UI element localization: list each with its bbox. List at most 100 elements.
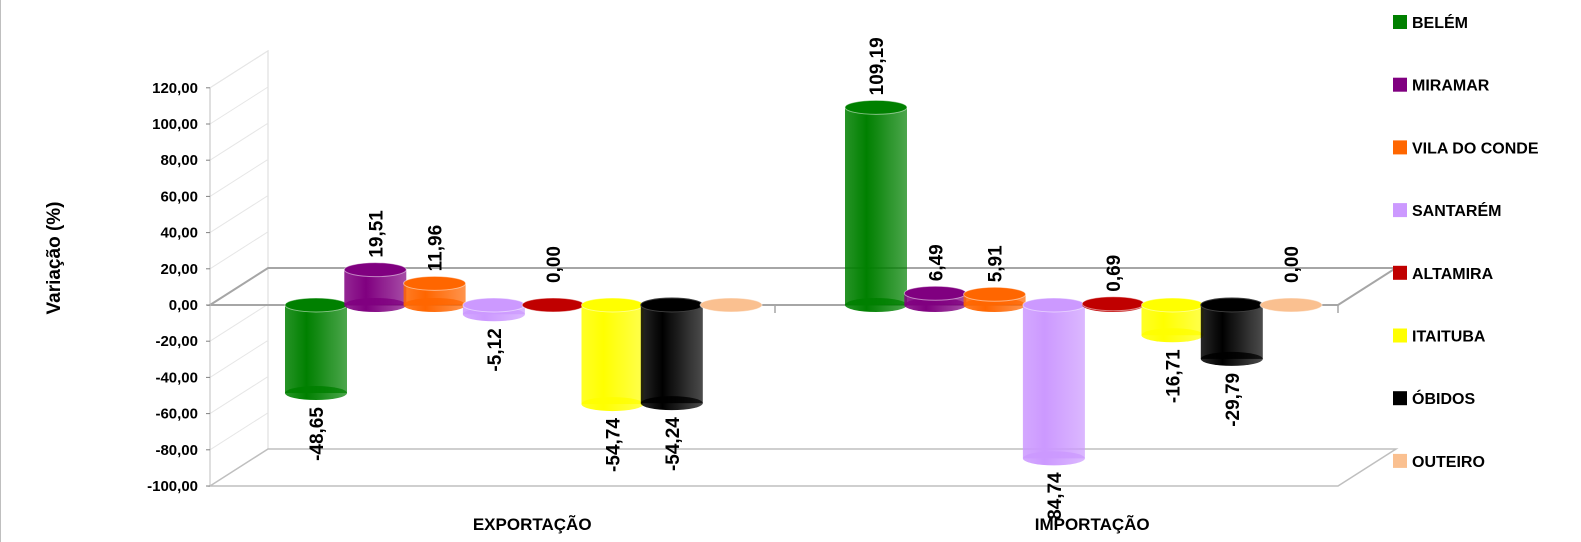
data-label: -5,12 (485, 328, 506, 371)
y-axis: 120,00 100,00 80,00 60,00 40,00 20,00 0,00 -20,… (147, 80, 211, 495)
bar-base (845, 298, 907, 312)
bar-obidos-exportacao (640, 297, 704, 411)
y-tick-label: -100,00 (147, 478, 198, 495)
data-label: -54,24 (663, 417, 684, 471)
legend-item-miramar: MIRAMAR (1393, 77, 1490, 95)
legend-item-itaituba: ITAITUBA (1393, 328, 1486, 346)
bar-itaituba-importacao (1141, 297, 1204, 343)
wall-gridline (209, 86, 269, 125)
bar-cap (1141, 297, 1204, 313)
bar-base (403, 298, 466, 312)
legend-item-altamira: ALTAMIRA (1393, 265, 1494, 283)
bar-base (904, 298, 967, 312)
y-tick-label: -80,00 (155, 442, 198, 459)
bars-layer (284, 99, 1323, 466)
wall-gridline (209, 158, 269, 197)
y-tick-label: -20,00 (155, 333, 198, 350)
bar-vila-do-conde-exportacao (403, 275, 467, 312)
bar-body (1022, 305, 1085, 459)
legend-label: ITAITUBA (1412, 329, 1486, 346)
data-label: 6,49 (926, 244, 947, 281)
x-category-label: EXPORTAÇÃO (473, 514, 592, 534)
bar-cap (284, 297, 348, 313)
data-label: -29,79 (1223, 373, 1244, 427)
legend-label: BELÉM (1412, 13, 1468, 32)
bar-base (1200, 351, 1263, 366)
bar-cap (903, 285, 967, 301)
legend-item-outeiro: OUTEIRO (1393, 453, 1485, 471)
bar-cap (963, 286, 1027, 302)
legend: BELÉM MIRAMAR VILA DO CONDE SANTARÉM ALTAMIR… (1393, 13, 1539, 471)
wall-gridline (209, 339, 269, 378)
legend-swatch (1393, 391, 1407, 406)
legend-swatch (1393, 265, 1407, 280)
wall-gridline (209, 412, 269, 451)
bar-cap (521, 297, 585, 313)
bar-cap (1200, 297, 1264, 313)
data-label: -84,74 (1045, 472, 1066, 526)
bar-santarem-exportacao (462, 297, 526, 322)
bar-cap (1081, 296, 1145, 312)
bar-altamira-importacao (1081, 296, 1145, 312)
data-label: -48,65 (307, 407, 328, 461)
bar-cap (844, 99, 908, 115)
y-tick-label: 40,00 (160, 225, 198, 242)
bar-cap (699, 297, 763, 313)
legend-swatch (1393, 328, 1407, 343)
bar-body (1200, 305, 1263, 359)
legend-swatch (1393, 453, 1407, 468)
legend-label: OUTEIRO (1412, 454, 1485, 471)
bar-cap (581, 297, 644, 313)
bar-outeiro-exportacao (699, 297, 763, 313)
data-label: 5,91 (986, 245, 1007, 282)
legend-label: ÓBIDOS (1412, 389, 1475, 408)
bar-cap (1259, 297, 1323, 313)
bar-base (963, 298, 1026, 312)
chart-frame-edge (0, 0, 1, 542)
legend-item-vila-do-conde: VILA DO CONDE (1393, 140, 1539, 157)
legend-item-belem: BELÉM (1393, 13, 1468, 32)
bar-base (640, 396, 703, 411)
bar-body (285, 305, 347, 394)
chart-floor (207, 448, 1399, 487)
data-label: 0,69 (1104, 255, 1125, 292)
y-tick-label: 100,00 (152, 116, 198, 133)
bar-base (1141, 328, 1204, 343)
bar-cap (1022, 297, 1086, 313)
y-tick-label: -60,00 (155, 406, 198, 423)
bar-santarem-importacao (1022, 297, 1086, 466)
bar-cap (403, 275, 467, 291)
bar-cap (343, 262, 407, 278)
bar-body (640, 305, 703, 404)
data-label: 109,19 (867, 37, 888, 95)
bar-itaituba-exportacao (581, 297, 644, 412)
legend-label: SANTARÉM (1412, 201, 1501, 220)
x-category-label: IMPORTAÇÃO (1035, 514, 1150, 534)
wall-gridline (209, 122, 269, 161)
bar-body (845, 107, 907, 306)
legend-item-obidos: ÓBIDOS (1393, 389, 1475, 408)
bar-cap (640, 297, 704, 313)
legend-label: ALTAMIRA (1412, 266, 1494, 283)
y-tick-label: 60,00 (160, 188, 198, 205)
wall-gridline (209, 50, 269, 89)
data-label: 19,51 (366, 210, 387, 258)
bar-vila-do-conde-importacao (963, 286, 1027, 312)
y-tick-label: 0,00 (169, 297, 198, 314)
legend-swatch (1393, 15, 1407, 29)
bar-base (285, 386, 347, 401)
x-axis: EXPORTAÇÃO IMPORTAÇÃO (473, 305, 1339, 534)
side-wall (209, 49, 269, 487)
data-label: -54,74 (604, 418, 625, 472)
wall-gridline (209, 231, 269, 270)
data-label: 0,00 (1282, 246, 1303, 283)
bar-base (581, 397, 644, 412)
legend-swatch (1393, 77, 1407, 92)
bar-body (581, 305, 644, 405)
bar-base (344, 298, 407, 312)
wall-gridline (209, 376, 269, 415)
wall-gridline (209, 303, 269, 342)
y-tick-label: 120,00 (152, 80, 198, 97)
data-label: -16,71 (1164, 349, 1185, 403)
